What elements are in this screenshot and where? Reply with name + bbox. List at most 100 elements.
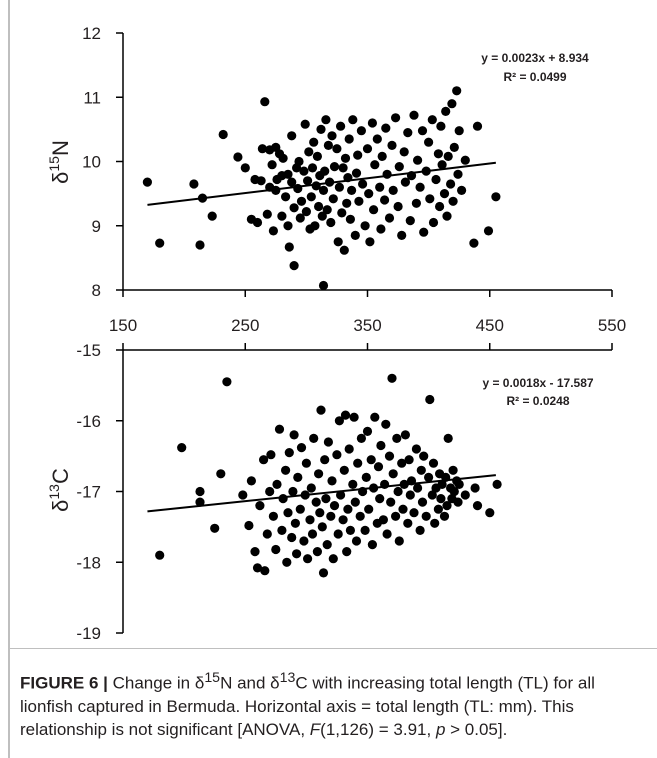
p1-data-point (375, 182, 385, 192)
p1-data-point (328, 194, 338, 204)
p1-data-point (268, 226, 278, 236)
p1-data-point (338, 163, 348, 173)
p2-data-point (329, 501, 340, 511)
p2-data-point (295, 504, 305, 514)
p1-data-point (351, 168, 362, 178)
p2-data-point (334, 416, 344, 426)
p1-y-tick-label: 11 (83, 88, 101, 107)
p2-data-point (327, 476, 337, 486)
p2-data-point (417, 497, 428, 507)
p1-data-point (289, 203, 299, 213)
p1-data-point (443, 151, 453, 161)
p2-data-point (210, 523, 220, 533)
p1-x-tick-label: 350 (353, 316, 381, 335)
p1-data-point (370, 160, 380, 170)
figure-caption: FIGURE 6 | Change in δ15N and δ13C with … (20, 667, 640, 741)
p1-data-point (472, 121, 483, 131)
p1-data-point (448, 196, 458, 206)
p1-data-point (454, 126, 464, 136)
p1-data-point (358, 179, 368, 189)
p2-data-point (416, 465, 426, 475)
p1-data-point (388, 185, 398, 195)
p1-data-point (367, 118, 377, 128)
p1-y-label: δ15N (46, 140, 73, 184)
p2-data-point (246, 476, 256, 486)
p1-data-point (380, 195, 390, 205)
caption-divider (8, 648, 657, 649)
p1-data-point (326, 217, 336, 228)
p1-data-point (483, 226, 494, 236)
p1-data-point (376, 224, 386, 234)
p2-data-point (376, 440, 386, 451)
p1-data-point (301, 207, 311, 217)
p1-data-point (447, 99, 457, 109)
caption-sup-2: 13 (279, 670, 296, 686)
p1-y-label-base: δ (48, 172, 73, 184)
p2-data-point (314, 469, 324, 479)
p2-data-point (271, 544, 281, 555)
p2-x-ticks (122, 343, 613, 350)
p2-data-point (195, 486, 205, 497)
p1-data-point (399, 147, 409, 157)
p2-data-point (409, 508, 419, 518)
p2-data-point (328, 554, 338, 564)
p1-data-point (287, 131, 297, 141)
p2-r2: R² = 0.0248 (506, 394, 569, 408)
p1-data-point (267, 160, 277, 170)
p2-data-point (195, 497, 205, 507)
caption-text-2: N and δ (220, 673, 280, 693)
p1-data-point (460, 155, 470, 165)
p2-data-point (289, 430, 299, 440)
p1-data-point (419, 227, 429, 237)
p2-data-point (392, 433, 402, 443)
p2-data-point (421, 511, 431, 521)
p2-data-point (436, 494, 446, 504)
p1-data-point (345, 214, 355, 224)
p2-data-point (356, 433, 366, 443)
p1-data-point (262, 209, 272, 219)
p1-data-point (318, 280, 329, 291)
p2-data-point (428, 458, 439, 468)
p2-data-point (485, 508, 495, 518)
p2-data-point (332, 450, 342, 460)
p2-y-label-base: δ (48, 500, 73, 512)
p2-data-point (244, 520, 254, 531)
p2-data-point (397, 458, 407, 468)
p2-data-point (333, 529, 343, 539)
p2-data-point (415, 525, 425, 536)
p1-data-point (415, 182, 425, 192)
p2-data-point (375, 494, 385, 504)
p2-data-point (437, 479, 447, 489)
p2-data-point (306, 483, 316, 493)
p1-data-point (295, 213, 305, 223)
p2-data-point (283, 508, 293, 518)
p1-data-point (337, 208, 347, 218)
p1-y-label-elem: N (48, 140, 73, 156)
p1-data-point (289, 261, 299, 271)
p1-data-point (256, 176, 266, 186)
p2-data-point (284, 448, 294, 458)
p2-data-point (301, 458, 311, 468)
p1-data-point (387, 140, 397, 150)
p1-data-point (339, 245, 349, 255)
p2-y-tick-label: -19 (76, 624, 101, 643)
p2-data-point (404, 455, 414, 465)
p2-data-point (282, 557, 292, 567)
p2-data-point (177, 443, 187, 453)
p2-y-label: δ13C (46, 468, 73, 512)
p1-data-point (354, 196, 364, 206)
p2-equation: y = 0.0018x - 17.587 (482, 376, 593, 390)
p1-data-point (381, 123, 391, 133)
p2-y-tick-label: -18 (76, 553, 101, 572)
p1-data-point (435, 201, 445, 212)
p1-data-point (405, 216, 415, 226)
p2-data-point (290, 518, 300, 528)
p2-data-point (449, 486, 459, 497)
p2-data-point (433, 504, 443, 514)
p1-data-point (312, 151, 322, 161)
p2-data-point (361, 472, 371, 482)
p2-y-tick-label: -15 (76, 341, 101, 360)
p1-data-point (195, 240, 205, 250)
panel-d13c: -15 -16 -17 -18 -19 y = 0.0018x - 17.587 R² … (46, 341, 613, 643)
p2-data-point (460, 490, 470, 500)
